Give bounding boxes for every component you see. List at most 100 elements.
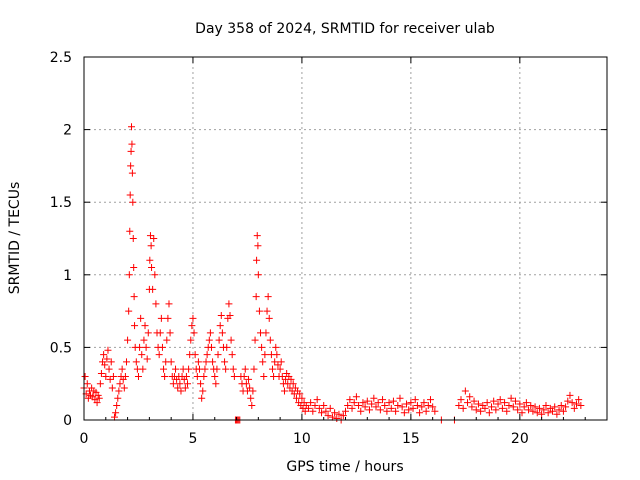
- data-point: [503, 407, 511, 415]
- data-point: [420, 399, 428, 407]
- data-point: [379, 396, 387, 404]
- data-point: [187, 336, 195, 344]
- data-point: [139, 365, 147, 373]
- data-point: [287, 375, 295, 383]
- data-point: [570, 404, 578, 412]
- data-point: [169, 380, 177, 388]
- data-point: [129, 235, 137, 242]
- data-point: [130, 293, 138, 301]
- x-axis-label: GPS time / hours: [286, 459, 403, 475]
- x-tick-label: 5: [188, 431, 197, 447]
- data-point: [172, 365, 180, 373]
- data-point: [383, 407, 391, 415]
- data-point: [313, 396, 321, 404]
- data-point: [102, 372, 110, 380]
- data-point: [136, 343, 144, 351]
- data-point: [276, 365, 284, 373]
- data-point: [158, 343, 166, 351]
- x-tick-label: 10: [293, 431, 311, 447]
- data-point: [398, 403, 406, 411]
- data-point: [474, 400, 482, 408]
- data-point: [163, 336, 171, 344]
- data-point: [505, 401, 513, 409]
- y-tick-label: 1.5: [50, 195, 72, 211]
- data-point: [298, 394, 306, 402]
- data-point: [355, 401, 363, 409]
- data-point: [211, 372, 219, 380]
- data-point: [125, 307, 133, 315]
- data-point: [472, 406, 480, 414]
- data-point: [335, 410, 343, 418]
- data-point: [81, 372, 89, 380]
- data-point: [296, 390, 304, 398]
- data-point: [413, 401, 421, 409]
- data-point: [566, 391, 574, 399]
- data-point: [209, 358, 217, 366]
- data-point: [529, 407, 537, 415]
- data-point: [553, 410, 561, 418]
- data-point: [138, 351, 146, 359]
- data-point: [218, 329, 226, 337]
- data-point: [242, 380, 250, 388]
- data-point: [225, 300, 233, 308]
- data-point: [271, 358, 279, 366]
- data-point: [533, 409, 541, 417]
- data-point: [540, 406, 548, 414]
- data-point: [464, 399, 472, 407]
- data-point: [205, 336, 213, 344]
- data-point: [542, 401, 550, 409]
- data-point: [191, 351, 199, 359]
- data-point: [400, 409, 408, 417]
- data-point: [229, 365, 237, 373]
- data-point: [258, 343, 266, 351]
- data-point: [95, 394, 103, 402]
- data-point: [124, 336, 132, 344]
- data-point: [222, 365, 230, 373]
- data-point: [359, 399, 367, 407]
- data-point: [525, 406, 533, 414]
- data-point: [350, 399, 358, 407]
- data-point: [568, 399, 576, 407]
- data-point: [522, 399, 530, 407]
- data-point: [538, 410, 546, 418]
- data-point: [385, 399, 393, 407]
- data-point: [128, 140, 136, 148]
- data-point: [254, 242, 262, 250]
- data-point: [572, 400, 580, 408]
- data-point: [361, 403, 369, 411]
- data-point: [392, 407, 400, 415]
- data-point: [149, 285, 157, 293]
- data-point: [318, 409, 326, 417]
- data-point: [407, 399, 415, 407]
- data-point: [101, 361, 109, 369]
- data-point: [555, 406, 563, 414]
- data-point: [501, 399, 509, 407]
- data-point: [416, 409, 424, 417]
- data-point: [376, 406, 384, 414]
- data-point: [190, 329, 198, 337]
- data-point: [320, 401, 328, 409]
- data-point: [194, 358, 202, 366]
- data-point: [197, 380, 205, 388]
- data-point: [248, 401, 256, 409]
- data-point: [152, 300, 160, 308]
- data-point: [151, 271, 159, 279]
- data-point: [518, 409, 526, 417]
- data-point: [494, 400, 502, 408]
- data-points: [80, 123, 585, 424]
- y-tick-label: 0.5: [50, 340, 72, 356]
- data-point: [174, 384, 182, 392]
- data-point: [498, 404, 506, 412]
- data-point: [137, 314, 145, 322]
- data-point: [459, 404, 467, 412]
- data-point: [213, 365, 221, 373]
- data-point: [289, 380, 297, 388]
- y-axis-label: SRMTID / TECUs: [7, 182, 23, 295]
- data-point: [126, 191, 134, 199]
- data-point: [129, 198, 137, 206]
- data-point: [100, 351, 108, 359]
- data-point: [140, 336, 148, 344]
- data-point: [227, 336, 235, 344]
- data-point: [426, 396, 434, 404]
- data-point: [575, 396, 583, 404]
